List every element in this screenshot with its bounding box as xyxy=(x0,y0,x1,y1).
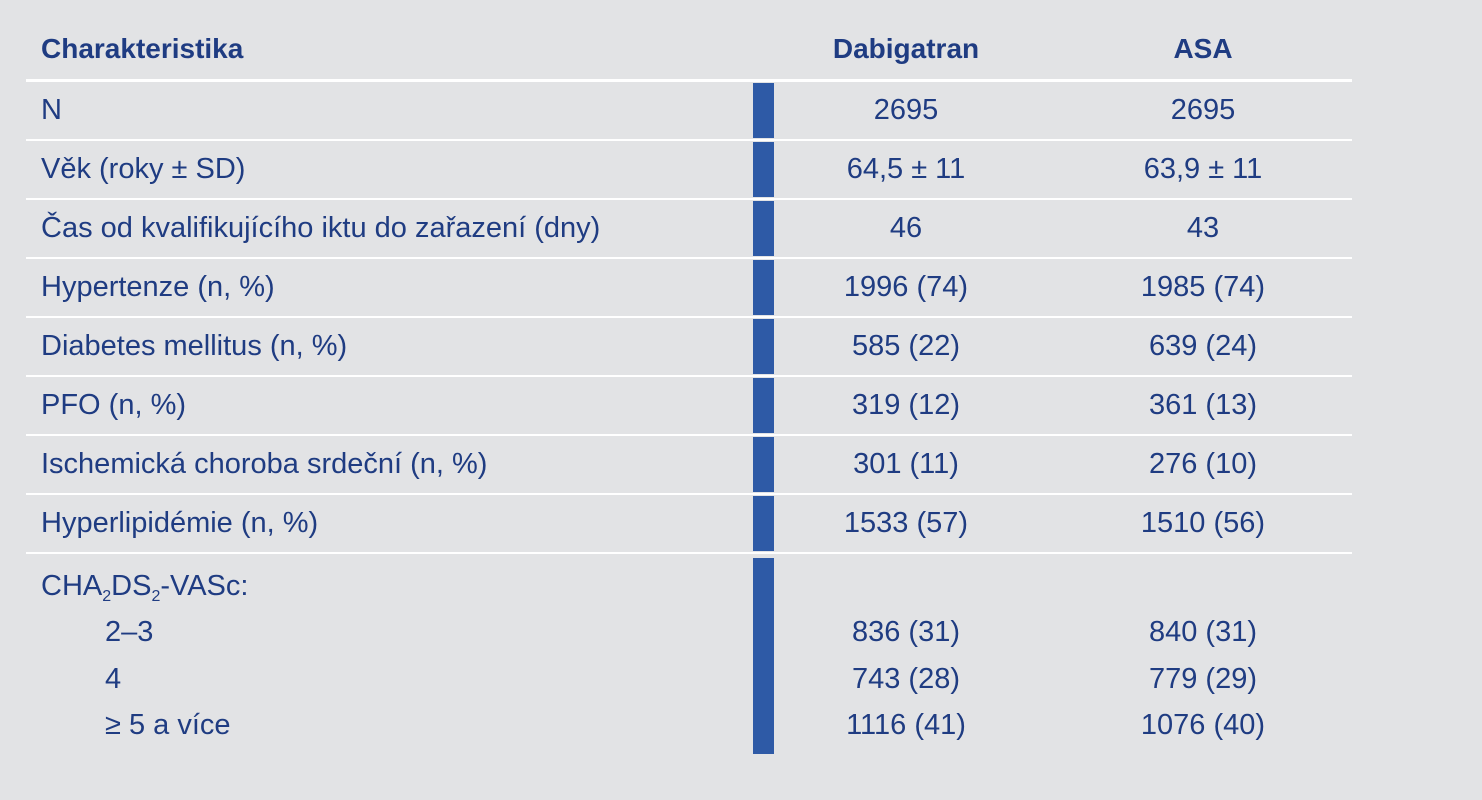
column-divider xyxy=(753,558,774,754)
asa-value: 276 (10) xyxy=(1148,448,1257,480)
column-divider xyxy=(753,142,774,197)
dabigatran-value: 743 (28) xyxy=(851,663,960,695)
asa-value: 1510 (56) xyxy=(1140,507,1266,539)
table-row: Ischemická choroba srdeční (n, %) 301 (1… xyxy=(26,436,1352,495)
table-header-row: Charakteristika Dabigatran ASA xyxy=(26,18,1352,82)
column-divider xyxy=(753,201,774,256)
asa-value: 361 (13) xyxy=(1148,389,1257,421)
table-row: Hypertenze (n, %) 1996 (74) 1985 (74) xyxy=(26,259,1352,318)
score-subrow-label: 2–3 xyxy=(105,616,154,648)
asa-value: 639 (24) xyxy=(1148,330,1257,362)
column-divider xyxy=(753,378,774,433)
row-label: Věk (roky ± SD) xyxy=(41,153,246,185)
dabigatran-value: 1116 (41) xyxy=(846,709,966,741)
table-row: PFO (n, %) 319 (12) 361 (13) xyxy=(26,377,1352,436)
column-divider xyxy=(753,260,774,315)
characteristics-table: Charakteristika Dabigatran ASA N 2695 26… xyxy=(26,18,1352,754)
header-dabigatran: Dabigatran xyxy=(832,32,980,64)
score-subrow-label: ≥ 5 a více xyxy=(105,709,231,741)
score-row: CHA2DS2-VASc: 2–3 836 (31) 840 (31) 4 74… xyxy=(26,554,1352,754)
header-characteristic: Charakteristika xyxy=(41,32,244,64)
asa-value: 43 xyxy=(1186,212,1220,244)
score-subrow-label: 4 xyxy=(105,663,122,695)
dabigatran-value: 46 xyxy=(889,212,923,244)
asa-value: 779 (29) xyxy=(1148,663,1257,695)
asa-value: 2695 xyxy=(1170,94,1236,126)
dabigatran-value: 319 (12) xyxy=(851,389,960,421)
asa-value: 63,9 ± 11 xyxy=(1143,153,1263,185)
row-label: N xyxy=(41,94,62,126)
row-label: Ischemická choroba srdeční (n, %) xyxy=(41,448,488,480)
row-label: Čas od kvalifikujícího iktu do zařazení … xyxy=(41,212,601,244)
dabigatran-value: 836 (31) xyxy=(851,616,960,648)
column-divider xyxy=(753,496,774,551)
table-row: Věk (roky ± SD) 64,5 ± 11 63,9 ± 11 xyxy=(26,141,1352,200)
dabigatran-value: 585 (22) xyxy=(851,330,960,362)
row-label: Diabetes mellitus (n, %) xyxy=(41,330,348,362)
dabigatran-value: 2695 xyxy=(873,94,939,126)
column-divider xyxy=(753,319,774,374)
asa-value: 1076 (40) xyxy=(1140,709,1266,741)
column-divider xyxy=(753,83,774,138)
table-row: Diabetes mellitus (n, %) 585 (22) 639 (2… xyxy=(26,318,1352,377)
table-row: Hyperlipidémie (n, %) 1533 (57) 1510 (56… xyxy=(26,495,1352,554)
asa-value: 840 (31) xyxy=(1148,616,1257,648)
row-label: PFO (n, %) xyxy=(41,389,187,421)
row-label: Hyperlipidémie (n, %) xyxy=(41,507,319,539)
table-row: N 2695 2695 xyxy=(26,82,1352,141)
row-label: Hypertenze (n, %) xyxy=(41,271,275,303)
dabigatran-value: 1996 (74) xyxy=(843,271,969,303)
table-row: Čas od kvalifikujícího iktu do zařazení … xyxy=(26,200,1352,259)
column-divider xyxy=(753,437,774,492)
dabigatran-value: 64,5 ± 11 xyxy=(846,153,966,185)
header-asa: ASA xyxy=(1173,32,1233,64)
asa-value: 1985 (74) xyxy=(1140,271,1266,303)
score-label: CHA2DS2-VASc: xyxy=(41,570,249,605)
dabigatran-value: 1533 (57) xyxy=(843,507,969,539)
dabigatran-value: 301 (11) xyxy=(853,448,959,480)
